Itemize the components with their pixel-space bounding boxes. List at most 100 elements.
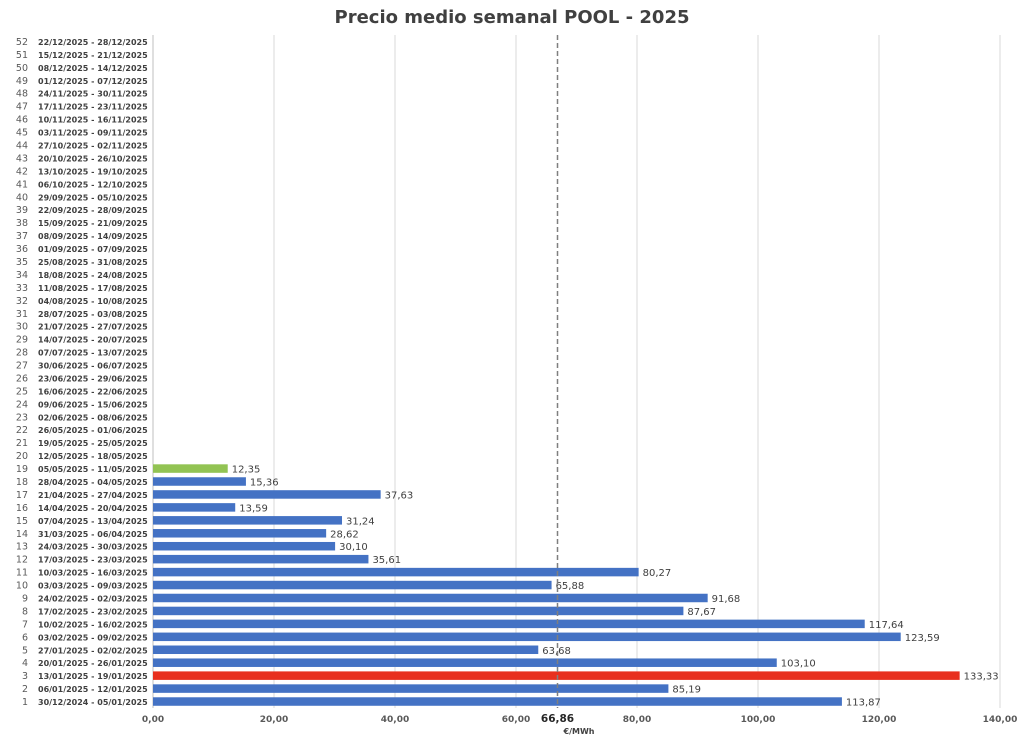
bar-value-label: 133,33 bbox=[964, 672, 999, 683]
week-number-label: 35 bbox=[16, 257, 28, 268]
week-number-label: 18 bbox=[16, 477, 28, 488]
week-range-label: 24/11/2025 - 30/11/2025 bbox=[38, 90, 148, 99]
week-number-label: 48 bbox=[16, 89, 28, 100]
week-range-label: 30/12/2024 - 05/01/2025 bbox=[38, 698, 148, 707]
week-range-label: 22/09/2025 - 28/09/2025 bbox=[38, 206, 148, 215]
week-number-label: 30 bbox=[16, 322, 28, 333]
bar-week-11 bbox=[153, 567, 639, 577]
week-range-label: 25/08/2025 - 31/08/2025 bbox=[38, 258, 148, 267]
week-range-label: 01/09/2025 - 07/09/2025 bbox=[38, 245, 148, 254]
week-number-label: 29 bbox=[16, 335, 28, 346]
week-range-label: 06/10/2025 - 12/10/2025 bbox=[38, 180, 148, 189]
week-range-label: 03/11/2025 - 09/11/2025 bbox=[38, 129, 148, 138]
week-range-label: 13/10/2025 - 19/10/2025 bbox=[38, 167, 148, 176]
week-number-label: 42 bbox=[16, 166, 28, 177]
week-range-label: 15/12/2025 - 21/12/2025 bbox=[38, 51, 148, 60]
bar-value-label: 31,24 bbox=[346, 516, 375, 527]
bar-value-label: 15,36 bbox=[250, 478, 279, 489]
bar-value-label: 91,68 bbox=[712, 594, 741, 605]
category-labels: 1 30/12/2024 - 05/01/2025 2 06/01/2025 - 12… bbox=[16, 37, 148, 708]
week-number-label: 21 bbox=[16, 438, 28, 449]
week-range-label: 21/04/2025 - 27/04/2025 bbox=[38, 491, 148, 500]
bar-week-3 bbox=[153, 671, 960, 680]
week-range-label: 24/03/2025 - 30/03/2025 bbox=[38, 543, 148, 552]
week-number-label: 34 bbox=[16, 270, 28, 281]
week-range-label: 04/08/2025 - 10/08/2025 bbox=[38, 297, 148, 306]
week-range-label: 26/05/2025 - 01/06/2025 bbox=[38, 426, 148, 435]
week-range-label: 28/07/2025 - 03/08/2025 bbox=[38, 310, 148, 319]
x-tick-label: 140,00 bbox=[983, 715, 1018, 725]
week-range-label: 30/06/2025 - 06/07/2025 bbox=[38, 362, 148, 371]
bar-value-label: 80,27 bbox=[643, 568, 672, 579]
week-number-label: 1 bbox=[22, 697, 28, 708]
bars: 113,87 85,19 133,33 103,10 63,68 123,59117,64… bbox=[153, 464, 999, 709]
bar-value-label: 87,67 bbox=[687, 607, 716, 618]
week-number-label: 15 bbox=[16, 516, 28, 527]
x-tick-label: 40,00 bbox=[381, 715, 409, 725]
week-range-label: 05/05/2025 - 11/05/2025 bbox=[38, 465, 148, 474]
bar-week-13 bbox=[153, 541, 336, 551]
bar-value-label: 123,59 bbox=[905, 633, 940, 644]
week-range-label: 20/01/2025 - 26/01/2025 bbox=[38, 659, 148, 668]
week-range-label: 06/01/2025 - 12/01/2025 bbox=[38, 685, 148, 694]
week-range-label: 12/05/2025 - 18/05/2025 bbox=[38, 452, 148, 461]
bar-week-5 bbox=[153, 645, 539, 655]
week-range-label: 14/04/2025 - 20/04/2025 bbox=[38, 504, 148, 513]
week-number-label: 27 bbox=[16, 361, 28, 372]
week-range-label: 03/02/2025 - 09/02/2025 bbox=[38, 633, 148, 642]
week-range-label: 27/01/2025 - 02/02/2025 bbox=[38, 646, 148, 655]
bar-week-19 bbox=[153, 464, 228, 473]
bar-value-label: 63,68 bbox=[542, 646, 571, 657]
week-number-label: 38 bbox=[16, 218, 28, 229]
x-axis-title: €/MWh bbox=[563, 727, 595, 736]
chart-title: Precio medio semanal POOL - 2025 bbox=[335, 7, 690, 28]
week-number-label: 36 bbox=[16, 244, 28, 255]
bar-week-8 bbox=[153, 606, 684, 616]
week-range-label: 23/06/2025 - 29/06/2025 bbox=[38, 374, 148, 383]
bar-value-label: 85,19 bbox=[672, 685, 701, 696]
week-range-label: 24/02/2025 - 02/03/2025 bbox=[38, 594, 148, 603]
week-range-label: 08/12/2025 - 14/12/2025 bbox=[38, 64, 148, 73]
week-number-label: 26 bbox=[16, 373, 28, 384]
x-tick-label: 60,00 bbox=[502, 715, 530, 725]
bar-value-label: 35,61 bbox=[372, 555, 401, 566]
week-number-label: 8 bbox=[22, 606, 28, 617]
bar-week-7 bbox=[153, 619, 865, 629]
week-number-label: 31 bbox=[16, 309, 28, 320]
week-range-label: 09/06/2025 - 15/06/2025 bbox=[38, 400, 148, 409]
week-range-label: 29/09/2025 - 05/10/2025 bbox=[38, 193, 148, 202]
week-number-label: 12 bbox=[16, 555, 28, 566]
bar-value-label: 65,88 bbox=[556, 581, 585, 592]
week-number-label: 49 bbox=[16, 76, 28, 87]
x-tick-label: 100,00 bbox=[741, 715, 776, 725]
average-reference-label: 66,86 bbox=[541, 713, 574, 725]
gridlines bbox=[152, 35, 1001, 708]
bar-week-17 bbox=[153, 490, 381, 499]
week-range-label: 13/01/2025 - 19/01/2025 bbox=[38, 672, 148, 681]
week-range-label: 15/09/2025 - 21/09/2025 bbox=[38, 219, 148, 228]
bar-week-4 bbox=[153, 658, 777, 667]
bar-week-10 bbox=[153, 580, 552, 590]
week-range-label: 16/06/2025 - 22/06/2025 bbox=[38, 387, 148, 396]
week-range-label: 10/11/2025 - 16/11/2025 bbox=[38, 116, 148, 125]
week-number-label: 14 bbox=[16, 529, 28, 540]
bar-value-label: 13,59 bbox=[239, 503, 268, 514]
week-range-label: 22/12/2025 - 28/12/2025 bbox=[38, 38, 148, 47]
week-range-label: 10/03/2025 - 16/03/2025 bbox=[38, 569, 148, 578]
bar-week-16 bbox=[153, 503, 236, 512]
x-tick-label: 120,00 bbox=[862, 715, 897, 725]
week-number-label: 33 bbox=[16, 283, 28, 294]
x-axis: 0,00 20,00 40,00 60,00 80,00 100,00 120,00 140,… bbox=[142, 715, 1017, 725]
week-range-label: 20/10/2025 - 26/10/2025 bbox=[38, 154, 148, 163]
week-number-label: 47 bbox=[16, 102, 28, 113]
week-number-label: 4 bbox=[22, 658, 28, 669]
week-number-label: 41 bbox=[16, 179, 28, 190]
bar-value-label: 37,63 bbox=[385, 490, 414, 501]
week-number-label: 11 bbox=[16, 568, 28, 579]
week-range-label: 21/07/2025 - 27/07/2025 bbox=[38, 323, 148, 332]
week-range-label: 28/04/2025 - 04/05/2025 bbox=[38, 478, 148, 487]
bar-week-1 bbox=[153, 697, 842, 706]
week-range-label: 17/11/2025 - 23/11/2025 bbox=[38, 103, 148, 112]
week-number-label: 46 bbox=[16, 115, 28, 126]
week-range-label: 27/10/2025 - 02/11/2025 bbox=[38, 142, 148, 151]
